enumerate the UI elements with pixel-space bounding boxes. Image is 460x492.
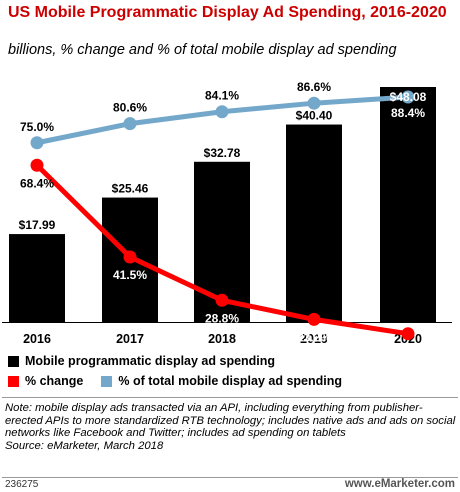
chart-legend: Mobile programmatic display ad spending … — [8, 352, 454, 392]
share-label-2019: 86.6% — [297, 80, 331, 94]
brand-name: eMarketer — [374, 478, 429, 490]
chart-title: US Mobile Programmatic Display Ad Spendi… — [8, 4, 447, 21]
legend-row-1: Mobile programmatic display ad spending — [8, 352, 454, 370]
point-change-2017 — [123, 250, 137, 264]
point-share-2020 — [401, 90, 415, 104]
change-label-2019: 23.2% — [297, 330, 331, 344]
x-tick-label-2018: 2018 — [208, 332, 236, 346]
footer-divider — [2, 477, 458, 478]
series-line-share — [34, 94, 411, 146]
bar-label-2017: $25.46 — [112, 182, 149, 196]
x-tick-label-2016: 2016 — [23, 332, 51, 346]
change-label-2016: 68.4% — [20, 176, 54, 190]
change-label-2020: 19.0% — [391, 345, 425, 350]
point-change-2019 — [307, 312, 321, 326]
share-label-2018: 84.1% — [205, 89, 239, 103]
chart-note: Note: mobile display ads transacted via … — [5, 402, 457, 452]
legend-swatch-share — [101, 375, 113, 387]
point-share-2019 — [307, 96, 321, 110]
point-change-2020 — [401, 327, 415, 341]
brand-link[interactable]: www.eMarketer.com — [345, 478, 455, 490]
change-label-2017: 41.5% — [113, 268, 147, 282]
share-label-2016: 75.0% — [20, 120, 54, 134]
legend-label-bar: Mobile programmatic display ad spending — [25, 354, 276, 368]
point-change-2016 — [30, 158, 44, 172]
note-divider — [2, 397, 458, 398]
legend-label-change: % change — [25, 374, 84, 388]
legend-label-share: % of total mobile display ad spending — [118, 374, 342, 388]
legend-item-share: % of total mobile display ad spending — [101, 374, 342, 388]
legend-row-2: % change % of total mobile display ad sp… — [8, 372, 454, 390]
chart-subtitle: billions, % change and % of total mobile… — [8, 42, 397, 58]
chart-plot: 20162017201820192020$17.99$25.46$32.78$4… — [2, 80, 452, 350]
share-label-2020: 88.4% — [391, 106, 425, 120]
brand-suffix: .com — [428, 478, 455, 490]
x-tick-label-2017: 2017 — [116, 332, 144, 346]
legend-swatch-bar — [8, 355, 19, 367]
change-label-2018: 28.8% — [205, 311, 239, 325]
legend-swatch-change — [8, 375, 19, 387]
legend-item-change: % change — [8, 374, 83, 388]
bar-label-2016: $17.99 — [19, 218, 56, 232]
bar-2019 — [286, 124, 342, 322]
brand-prefix: www. — [344, 478, 375, 490]
bar-label-2019: $40.40 — [296, 109, 333, 123]
point-share-2018 — [215, 105, 229, 119]
point-share-2016 — [30, 136, 44, 150]
share-label-2017: 80.6% — [113, 101, 147, 115]
source-text: Source: eMarketer, March 2018 — [5, 439, 164, 452]
x-tick-label-2019: 2019 — [300, 332, 328, 346]
point-share-2017 — [123, 117, 137, 131]
note-text: Note: mobile display ads transacted via … — [5, 402, 456, 440]
bar-2016 — [9, 234, 65, 322]
point-change-2018 — [215, 293, 229, 307]
legend-item-bar: Mobile programmatic display ad spending — [8, 354, 275, 368]
bar-2020 — [380, 87, 436, 322]
bar-label-2020: $48.08 — [390, 90, 427, 104]
chart-id: 236275 — [5, 479, 39, 490]
bar-label-2018: $32.78 — [204, 146, 241, 160]
chart-footer: 236275 www.eMarketer.com — [5, 478, 455, 491]
